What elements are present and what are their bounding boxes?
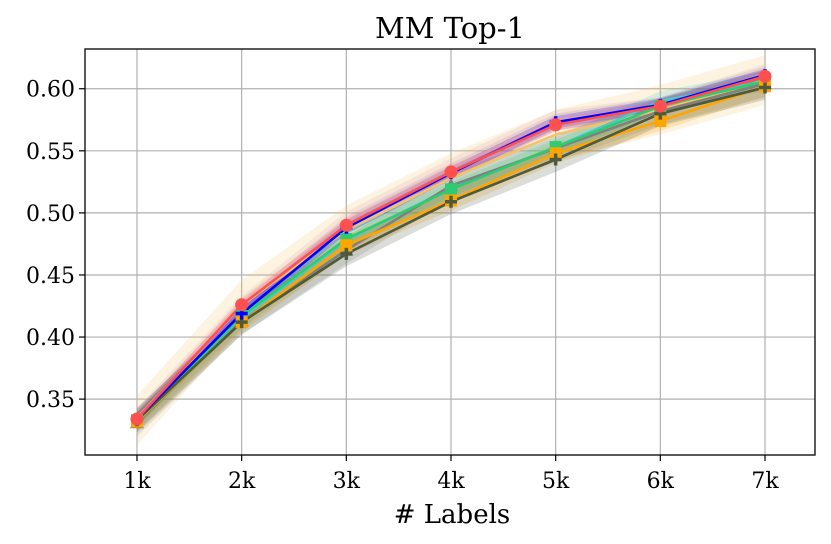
- data-point: [339, 218, 353, 232]
- x-tick-label: 3k: [333, 469, 361, 494]
- data-point: [758, 69, 772, 83]
- data-point: [130, 412, 144, 426]
- y-tick-label: 0.60: [26, 78, 75, 103]
- x-tick-label: 1k: [123, 469, 151, 494]
- data-point: [235, 298, 249, 312]
- series-band: [137, 76, 765, 432]
- data-point: [759, 81, 771, 94]
- data-point: [654, 115, 667, 128]
- y-tick-label: 0.50: [26, 202, 75, 227]
- y-tick-label: 0.35: [26, 388, 75, 413]
- x-tick-label: 4k: [437, 469, 465, 494]
- data-point: [653, 99, 667, 113]
- data-point: [444, 165, 458, 179]
- x-tick-label: 5k: [542, 469, 570, 494]
- chart-title: MM Top-1: [375, 11, 525, 45]
- y-tick-label: 0.40: [26, 326, 75, 351]
- data-point: [445, 183, 457, 196]
- y-tick-label: 0.45: [26, 264, 75, 289]
- series-markers: [130, 69, 772, 429]
- y-tick-label: 0.55: [26, 140, 75, 165]
- x-tick-label: 6k: [647, 469, 675, 494]
- data-point: [549, 118, 563, 132]
- y-axis-ticks: 0.35 0.40 0.45 0.50 0.55 0.60: [26, 78, 85, 413]
- data-point: [340, 239, 353, 252]
- x-tick-label: 2k: [228, 469, 256, 494]
- x-tick-label: 7k: [751, 469, 779, 494]
- plot-frame: [84, 48, 816, 456]
- data-point: [445, 195, 457, 208]
- x-axis-ticks: 1k 2k 3k 4k 5k 6k 7k: [123, 455, 779, 494]
- data-point: [340, 247, 353, 260]
- series-band: [137, 75, 765, 433]
- data-point: [549, 147, 562, 160]
- data-point: [549, 153, 562, 166]
- x-axis-label: # Labels: [394, 500, 511, 530]
